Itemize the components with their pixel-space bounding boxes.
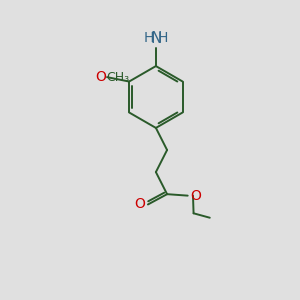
Text: H: H (143, 32, 154, 46)
Text: H: H (158, 32, 168, 46)
Text: O: O (95, 70, 106, 84)
Text: O: O (135, 197, 146, 212)
Text: CH₃: CH₃ (106, 70, 129, 84)
Text: O: O (190, 189, 201, 202)
Text: N: N (150, 32, 162, 46)
